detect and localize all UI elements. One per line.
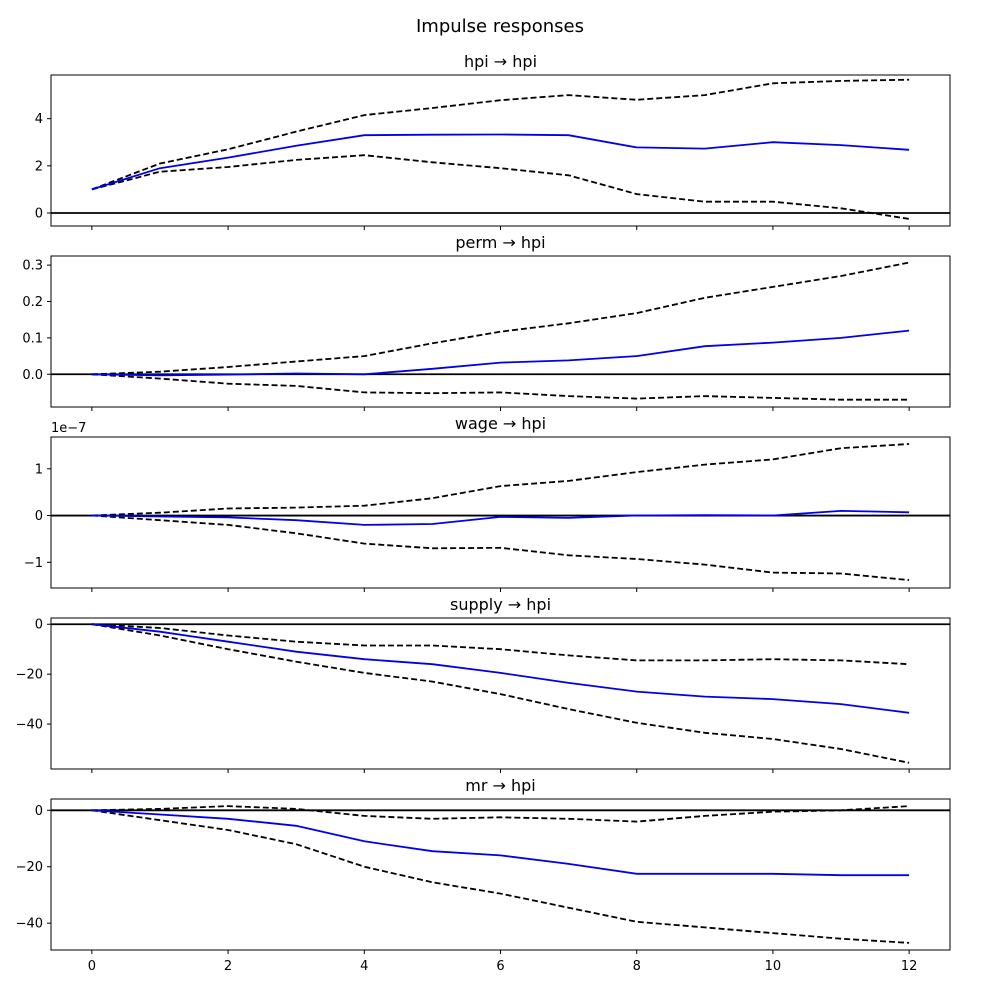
panel-2: wage → hpi 1e−7 −1 0 1 [24, 414, 951, 592]
panel-4: mr → hpi 0 −20 −40 0 2 4 6 8 10 12 [16, 776, 951, 974]
lower-band-line [91, 373, 910, 401]
y-tick-label: 4 [35, 112, 43, 127]
y-tick-label: 0 [35, 207, 43, 222]
y-tick-label: 0.1 [22, 331, 43, 346]
y-tick-label: −40 [16, 917, 43, 932]
y-tick-label: 0 [35, 804, 43, 819]
upper-band-line [91, 805, 910, 823]
x-tick-label: 12 [901, 959, 918, 974]
axes-frame [50, 798, 951, 951]
lower-band-line [91, 809, 910, 944]
x-tick-label: 10 [765, 959, 782, 974]
panel-lines [51, 623, 950, 764]
y-tick-label: 0.2 [22, 295, 43, 310]
panel-title: supply → hpi [450, 595, 551, 614]
y-tick-label: −40 [16, 718, 43, 733]
panel-lines [51, 78, 950, 220]
panel-title: mr → hpi [465, 776, 535, 795]
upper-band-line [91, 261, 910, 376]
lower-band-line [91, 514, 910, 581]
panel-3: supply → hpi 0 −20 −40 [16, 595, 951, 773]
panel-title: wage → hpi [455, 414, 546, 433]
panel-title: hpi → hpi [464, 52, 537, 71]
lower-band-line [91, 623, 910, 764]
axes-frame [50, 255, 951, 408]
x-tick-label: 0 [88, 959, 96, 974]
upper-band-line [91, 623, 910, 666]
response-line [91, 809, 910, 877]
x-tick-label: 2 [224, 959, 232, 974]
y-tick-label: 1 [35, 462, 43, 477]
response-line [91, 509, 910, 526]
response-line [91, 623, 910, 714]
upper-band-line [91, 78, 910, 191]
panel-1: perm → hpi 0.0 0.1 0.2 0.3 [22, 233, 951, 411]
y-tick-label: 2 [35, 159, 43, 174]
lower-band-line [91, 154, 910, 220]
axes-frame [50, 436, 951, 589]
panel-0: hpi → hpi 0 2 4 [35, 52, 951, 230]
y-tick-label: 0 [35, 618, 43, 633]
figure-title: Impulse responses [416, 16, 584, 37]
panel-lines [51, 261, 950, 401]
y-tick-label: −1 [24, 556, 43, 571]
panel-lines [51, 443, 950, 581]
axes-frame [50, 617, 951, 770]
y-tick-label: 0.0 [22, 368, 43, 383]
upper-band-line [91, 443, 910, 517]
y-tick-label: 0 [35, 509, 43, 524]
y-tick-label: −20 [16, 668, 43, 683]
panel-title: perm → hpi [455, 233, 545, 252]
y-offset-label: 1e−7 [51, 421, 86, 436]
x-tick-label: 8 [633, 959, 641, 974]
x-tick-label: 4 [360, 959, 368, 974]
axes-frame [50, 74, 951, 227]
panel-lines [51, 805, 950, 944]
response-line [91, 133, 910, 191]
y-tick-label: 0.3 [22, 259, 43, 274]
x-tick-label: 6 [496, 959, 504, 974]
y-tick-label: −20 [16, 860, 43, 875]
response-line [91, 329, 910, 377]
